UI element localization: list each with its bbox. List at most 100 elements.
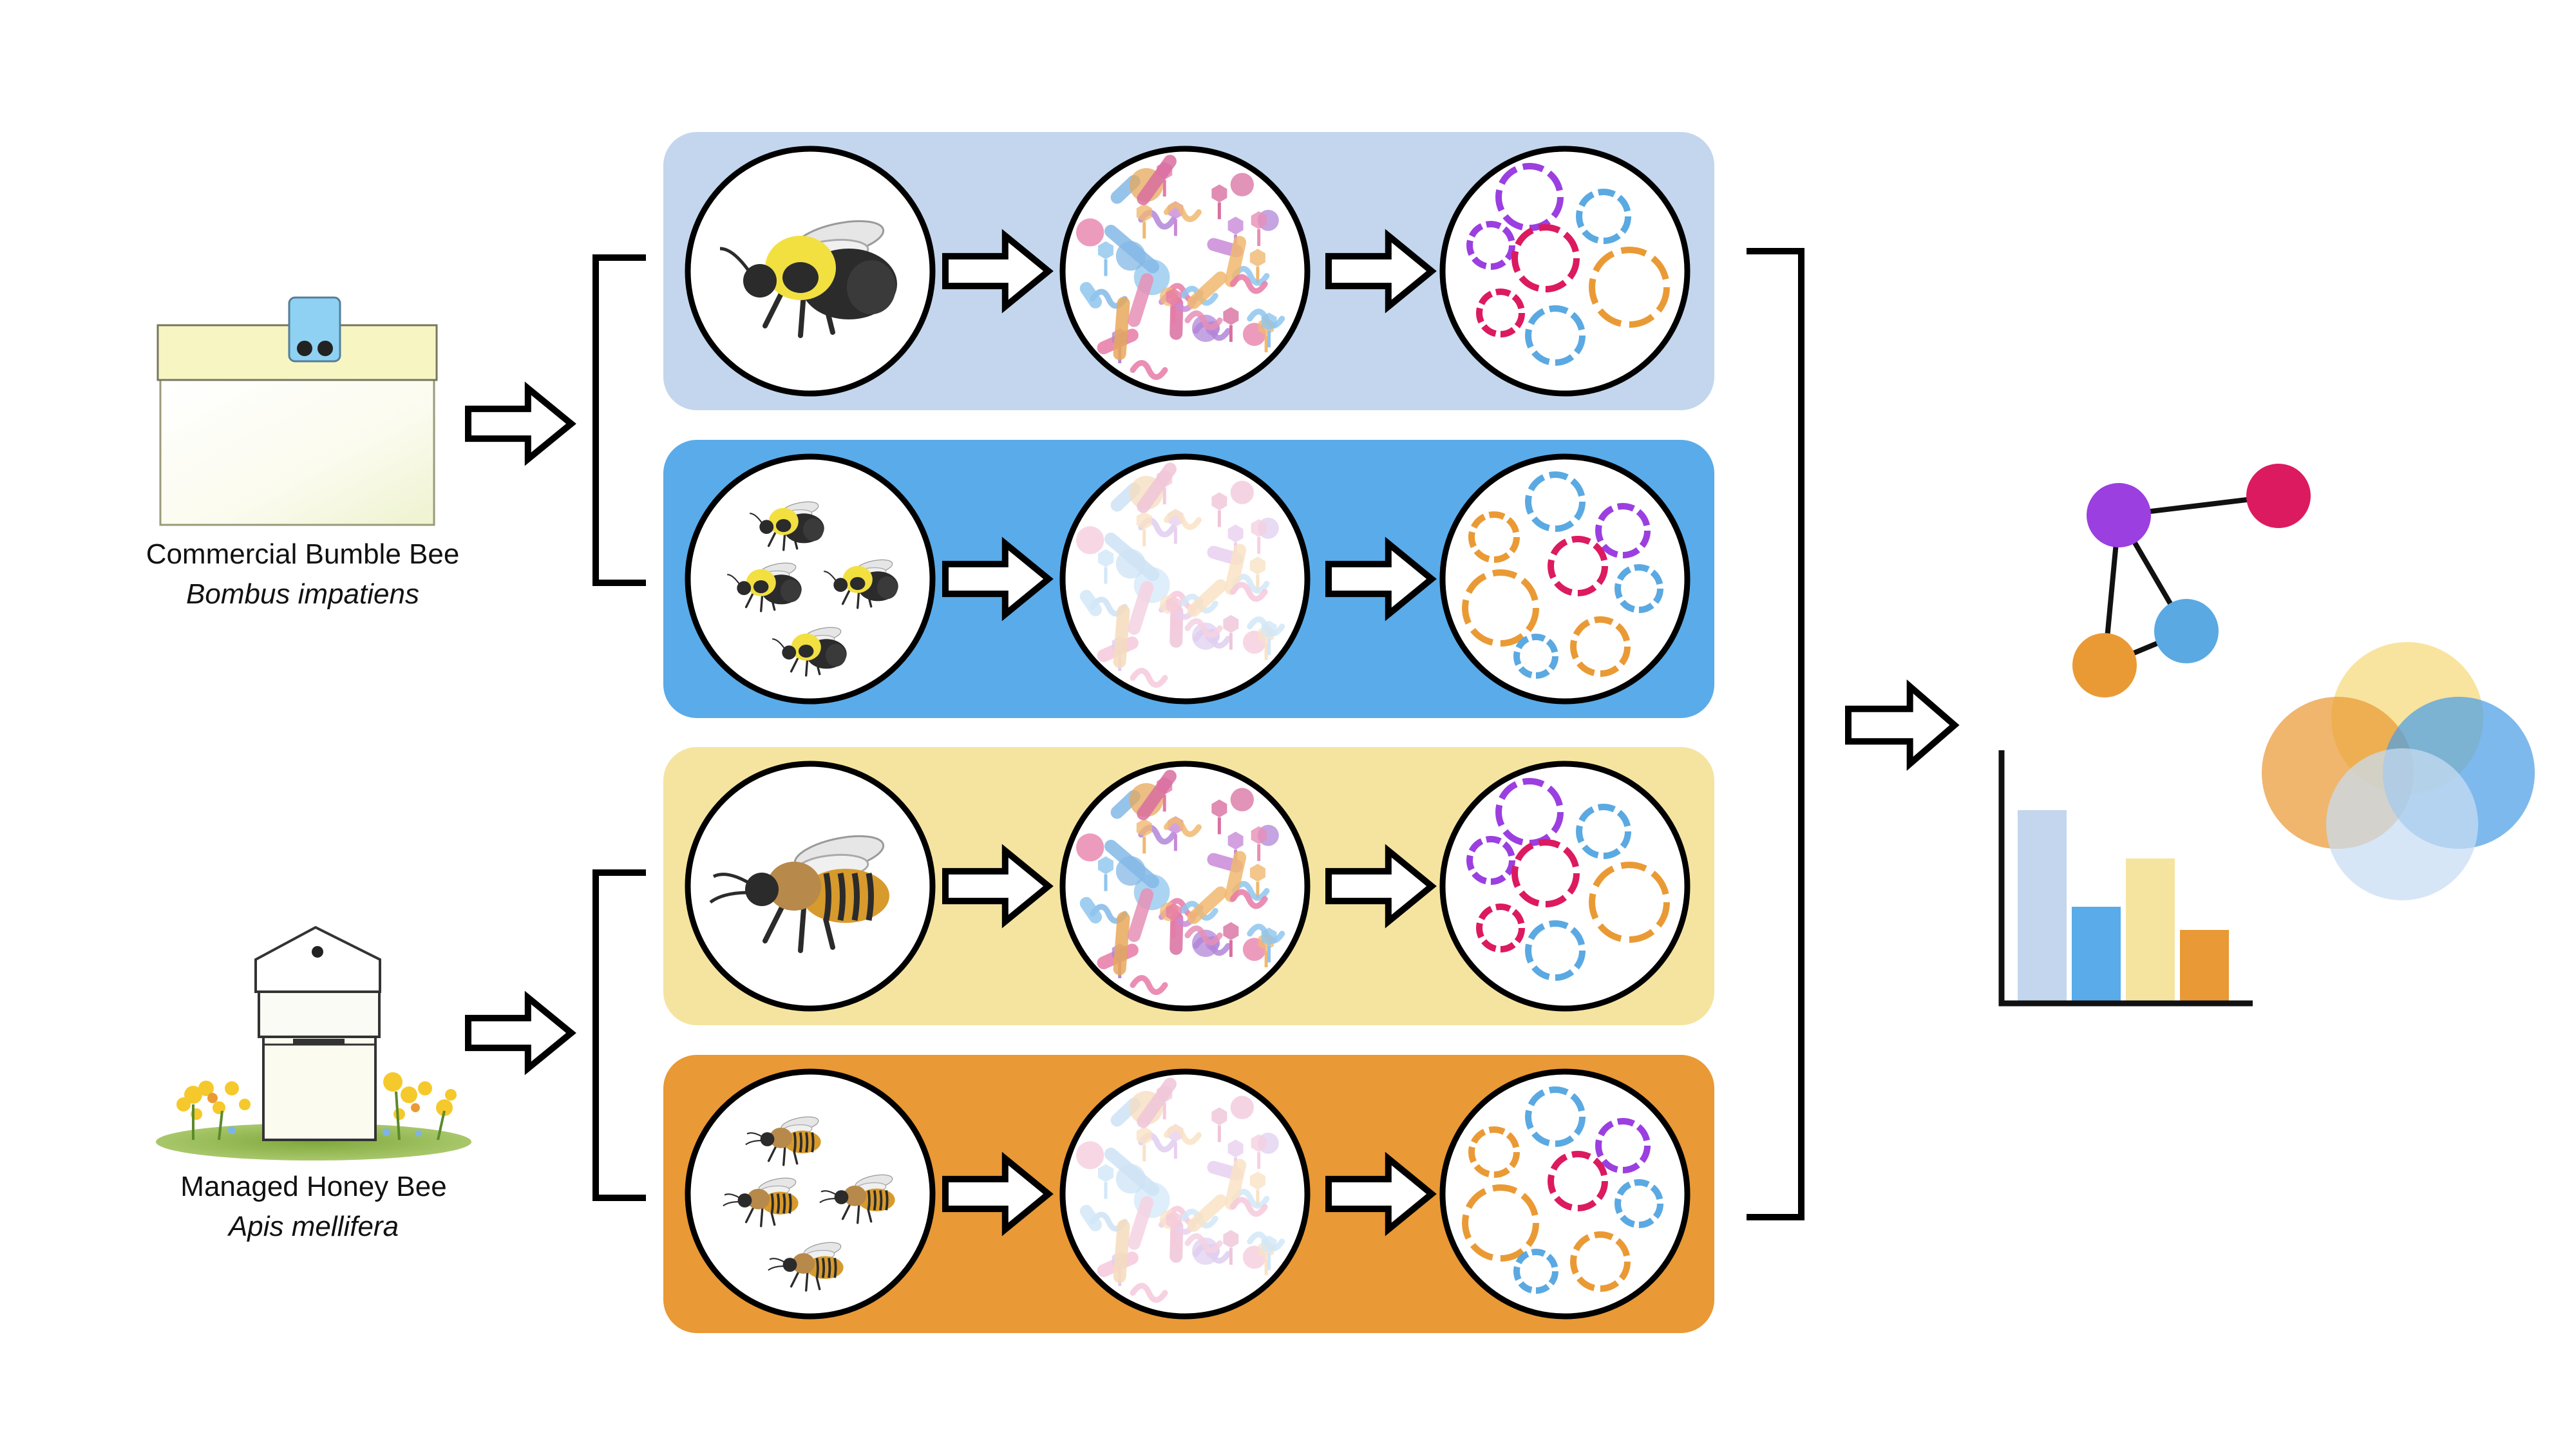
microbe-circle <box>1059 761 1311 1012</box>
bee-sample-circle <box>685 453 936 705</box>
arrow-icon <box>1325 844 1437 929</box>
genome-bin <box>1468 511 1520 563</box>
genome-bin <box>1548 1151 1608 1211</box>
arrow-icon <box>1325 229 1437 314</box>
genome-bin <box>1576 804 1631 859</box>
microbe-circle <box>1059 453 1311 705</box>
bracket-icon <box>1747 248 1804 1220</box>
bumble-bee-box-icon <box>156 296 438 526</box>
arrow-icon <box>942 1151 1054 1236</box>
genome-bin <box>1570 1231 1631 1292</box>
genome-bins-icon <box>1466 778 1670 981</box>
honey-bee-hive-icon <box>156 925 471 1160</box>
honey-source-label: Managed Honey Bee Apis mellifera <box>120 1167 507 1247</box>
honey-common-name: Managed Honey Bee <box>180 1171 447 1202</box>
genome-circle <box>1439 146 1690 397</box>
honey-bee-icon <box>723 1177 799 1227</box>
genome-bin <box>1525 920 1586 981</box>
genome-bin <box>1595 503 1651 558</box>
honey-bee-icon <box>768 1242 844 1292</box>
bumble-source-label: Commercial Bumble Bee Bombus impatiens <box>109 535 496 614</box>
sample-row-honey-pooled <box>663 1055 1714 1333</box>
genome-bin <box>1589 247 1670 328</box>
sample-rows <box>663 132 1714 1333</box>
genome-bin <box>1468 1126 1520 1178</box>
arrow-icon <box>1845 679 1960 771</box>
arrow-icon <box>465 990 576 1075</box>
bumble-species-name: Bombus impatiens <box>186 578 419 610</box>
arrow-icon <box>1325 536 1437 621</box>
genome-circle <box>1439 761 1690 1012</box>
bumble-bee-icon <box>727 562 802 612</box>
genome-bin <box>1476 904 1525 952</box>
honey-bee-icon <box>819 1174 895 1224</box>
arrow-icon <box>942 229 1054 314</box>
bar <box>2072 907 2121 1003</box>
genome-bin <box>1466 836 1515 885</box>
arrow-icon <box>1325 1151 1437 1236</box>
genome-bins-icon <box>1466 163 1670 366</box>
genome-bin <box>1511 839 1580 907</box>
brackets <box>592 248 1804 1220</box>
genome-bin <box>1511 224 1580 292</box>
genome-bin <box>1615 564 1663 613</box>
genome-bins-icon <box>1462 1086 1663 1294</box>
genome-bin <box>1513 634 1558 679</box>
genome-bin <box>1495 163 1564 231</box>
genome-bin <box>1476 289 1525 337</box>
microbe-community-icon <box>1075 770 1285 995</box>
microbe-circle <box>1059 1068 1311 1320</box>
honey-bee-icon <box>745 1116 821 1166</box>
genome-bin <box>1576 189 1631 244</box>
honey-species-name: Apis mellifera <box>228 1211 399 1242</box>
microbe-circle-bg <box>1063 1072 1307 1316</box>
sample-row-bumble-individual <box>663 132 1714 410</box>
network-graph-icon <box>2072 464 2311 697</box>
venn-circle <box>2326 748 2478 900</box>
microbe-community-icon <box>1075 1077 1285 1303</box>
source-arrows <box>465 381 1960 1075</box>
microbe-community-icon <box>1075 462 1285 688</box>
bar-chart-axes <box>1998 750 2253 1007</box>
genome-bin <box>1525 305 1586 366</box>
honey-bee-icon <box>709 835 889 953</box>
genome-bin <box>1466 221 1515 270</box>
genome-bin <box>1495 778 1564 846</box>
flower-cluster-icon <box>176 1072 457 1141</box>
genome-bin <box>1548 536 1608 596</box>
bracket-icon <box>592 869 646 1201</box>
genome-bin <box>1513 1249 1558 1294</box>
bracket-icon <box>592 254 646 586</box>
arrow-icon <box>942 536 1054 621</box>
bee-sample-circle <box>685 1068 936 1320</box>
results-panel <box>1998 464 2535 1007</box>
network-node <box>2087 483 2151 547</box>
sample-row-honey-individual <box>663 747 1714 1025</box>
genome-bin <box>1589 862 1670 943</box>
bumble-bee-icon <box>719 220 897 338</box>
bar <box>2126 858 2175 1003</box>
genome-bin <box>1595 1118 1651 1173</box>
microbe-community-icon <box>1075 155 1285 380</box>
network-node <box>2246 464 2311 528</box>
venn-diagram-icon <box>2262 642 2535 900</box>
bumble-bee-icon <box>772 627 847 677</box>
genome-bins-icon <box>1462 471 1663 679</box>
arrow-icon <box>465 381 576 466</box>
network-node <box>2072 633 2137 697</box>
genome-bin <box>1525 471 1586 532</box>
genome-bin <box>1570 616 1631 677</box>
bumble-bee-icon <box>824 559 898 609</box>
genome-bin <box>1525 1086 1586 1147</box>
genome-bin <box>1462 1184 1539 1262</box>
genome-bin <box>1615 1179 1663 1228</box>
arrow-icon <box>942 844 1054 929</box>
sample-row-bumble-pooled <box>663 440 1714 718</box>
bar-chart-icon <box>1998 750 2253 1007</box>
sources-column <box>156 296 471 1160</box>
genome-bin <box>1462 569 1539 647</box>
bar <box>2018 810 2067 1003</box>
bumble-common-name: Commercial Bumble Bee <box>146 538 460 570</box>
microbe-circle-bg <box>1063 457 1307 701</box>
